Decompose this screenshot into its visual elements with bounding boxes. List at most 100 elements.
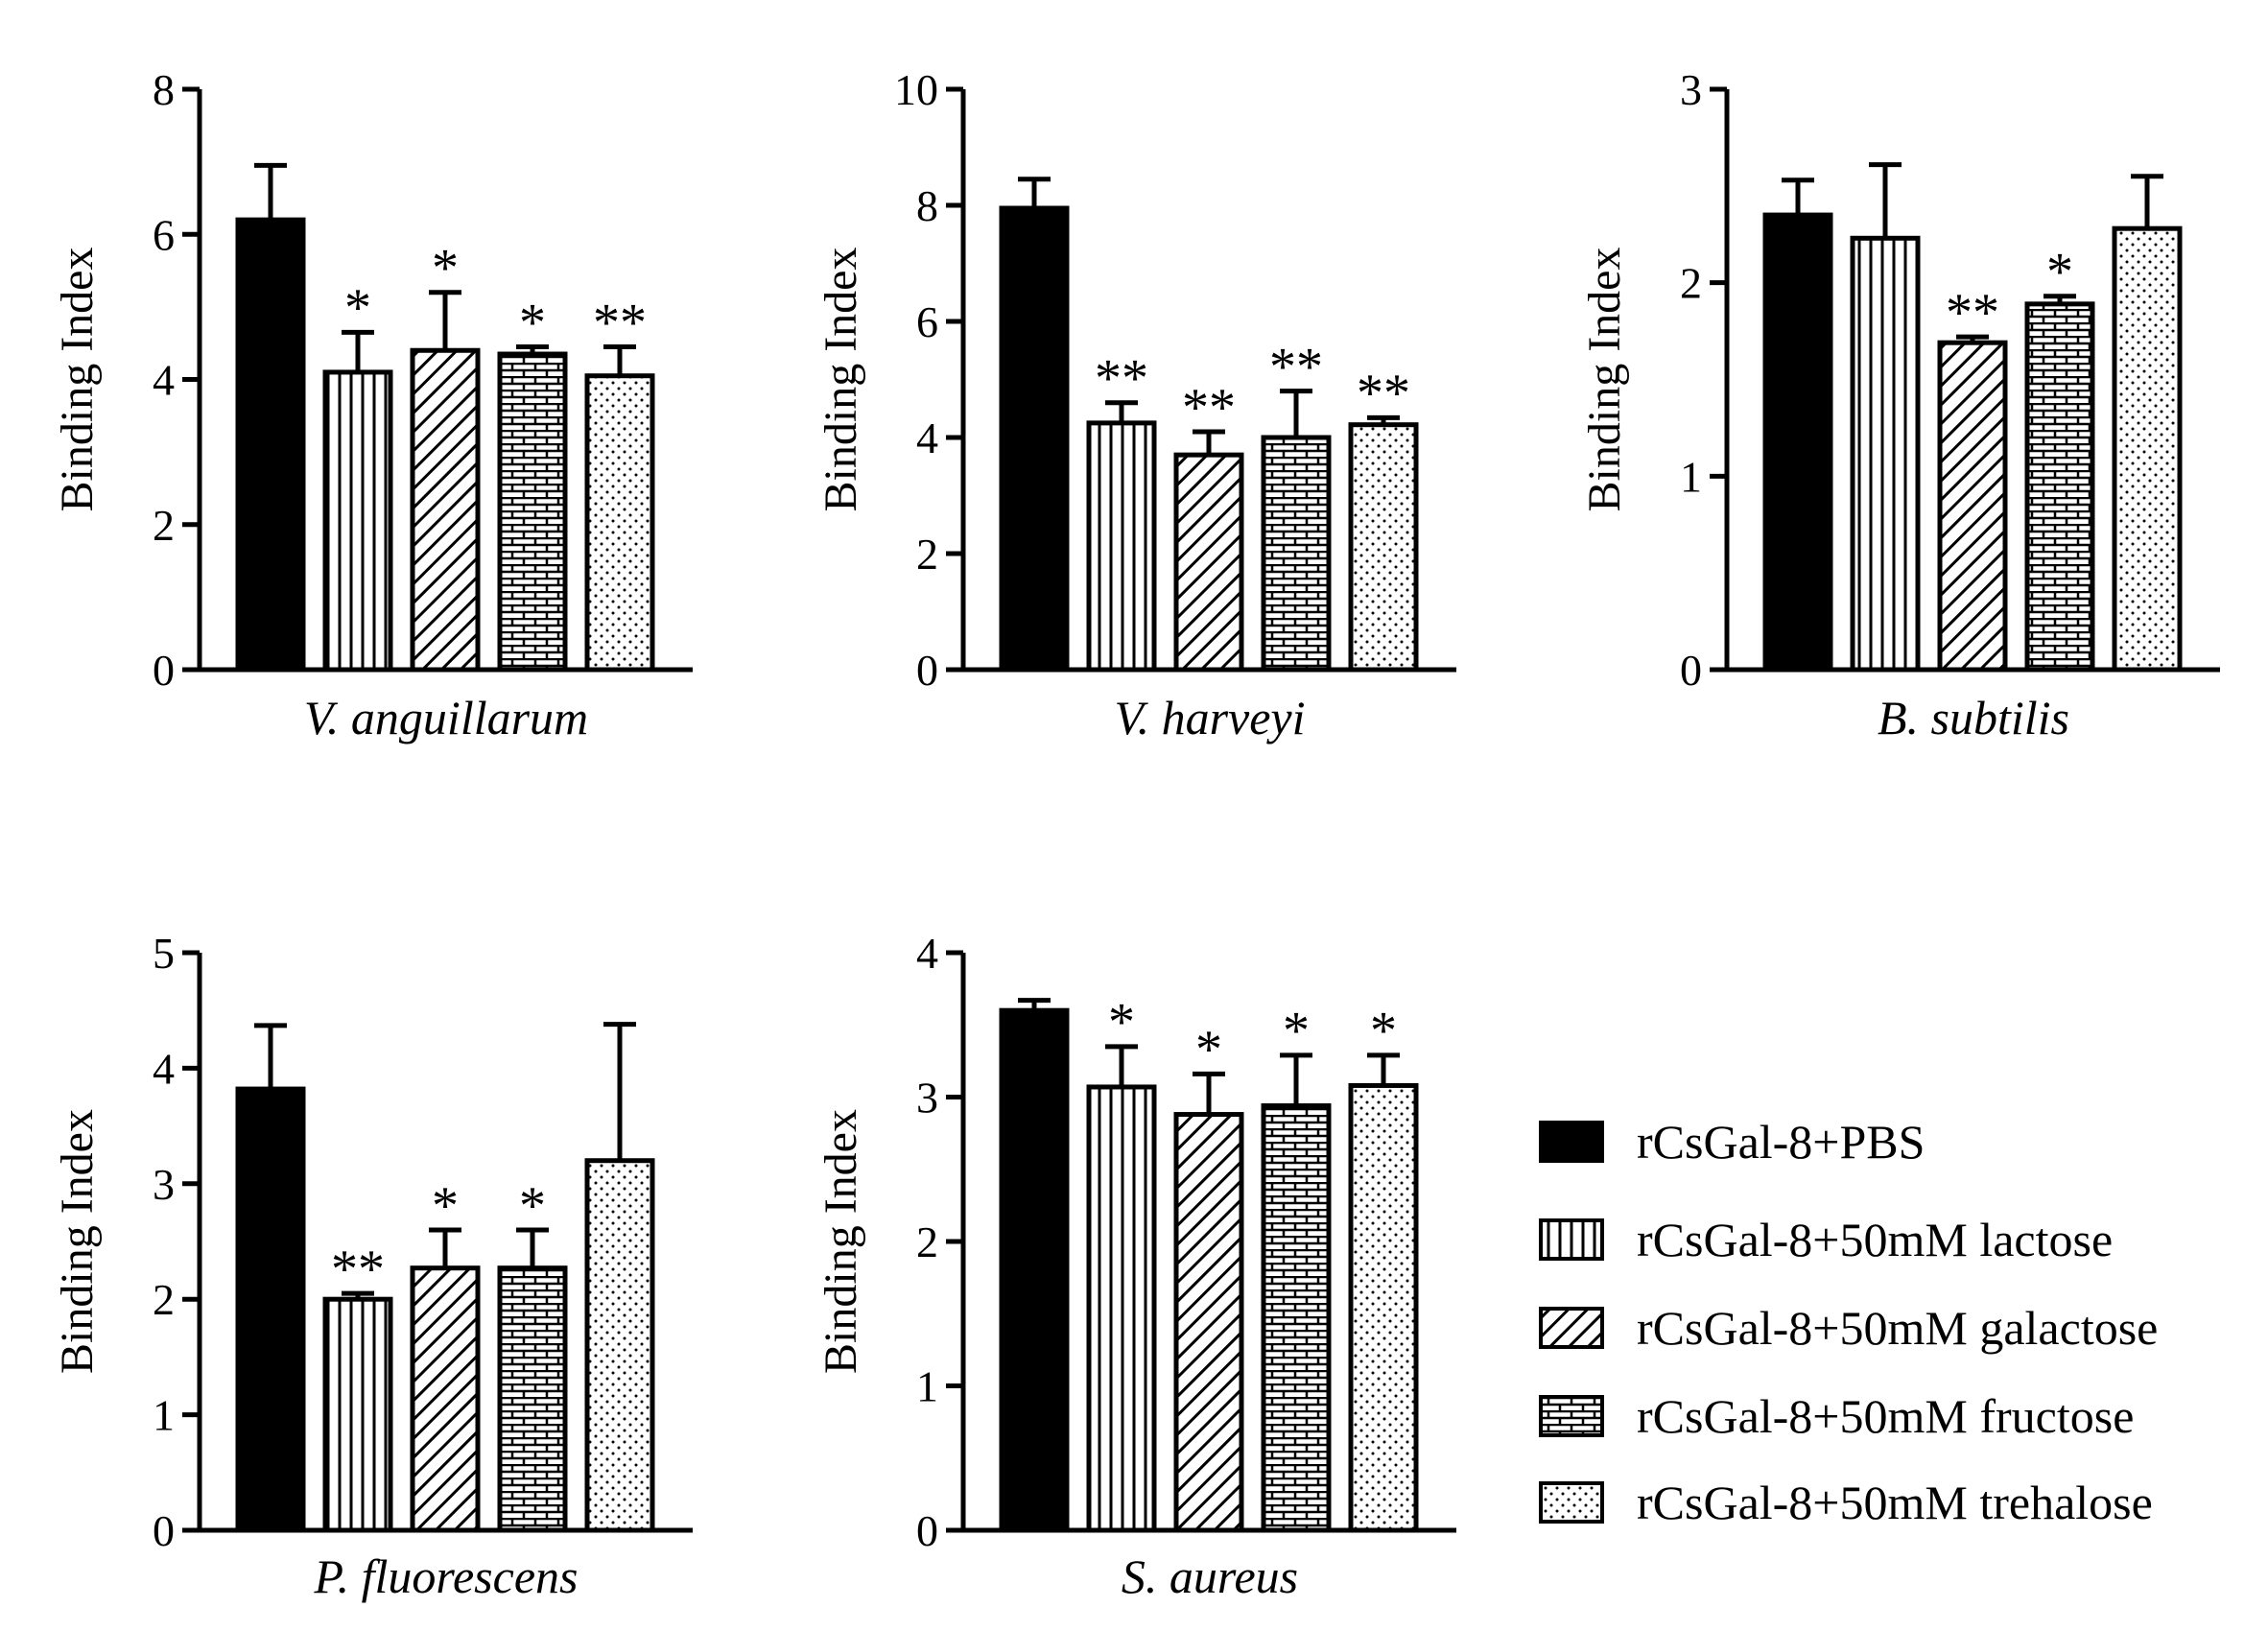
- y-tick-label: 3: [916, 1074, 938, 1123]
- bar: [1261, 1103, 1332, 1533]
- y-tick-label: 2: [916, 1217, 938, 1266]
- chart-panel: 0 2 4 6 8 10 Binding Index V. harveyi ** ** ** **: [815, 65, 1456, 745]
- bar: [410, 1265, 481, 1533]
- y-tick-label: 1: [1680, 452, 1702, 501]
- y-tick-label: 6: [916, 297, 938, 346]
- y-axis-label: Binding Index: [52, 248, 103, 512]
- bar: [2112, 225, 2183, 673]
- bar: [1261, 435, 1332, 673]
- y-tick-label: 4: [153, 356, 175, 405]
- y-tick-label: 2: [153, 501, 175, 550]
- bar-group: *: [497, 1176, 568, 1533]
- bar: [999, 205, 1070, 673]
- bar-group: *: [1261, 1002, 1332, 1533]
- significance-marker: *: [432, 239, 459, 298]
- legend-item: rCsGal-8+50mM fructose: [1539, 1389, 2134, 1443]
- y-tick-label: 4: [916, 929, 938, 978]
- bar-group: [1850, 162, 1921, 673]
- bar: [1086, 420, 1157, 673]
- legend-label: rCsGal-8+50mM fructose: [1637, 1389, 2134, 1443]
- x-axis-label: V. anguillarum: [304, 691, 588, 745]
- bar: [322, 369, 393, 673]
- y-tick-label: 5: [153, 929, 175, 978]
- y-tick-label: 0: [153, 1506, 175, 1555]
- bar-group: **: [1937, 283, 2008, 673]
- y-axis-label: Binding Index: [815, 248, 866, 512]
- bar: [584, 1158, 655, 1533]
- y-axis-label: Binding Index: [52, 1109, 103, 1374]
- bar-group: *: [1348, 1002, 1419, 1533]
- bar: [235, 217, 306, 673]
- bar: [497, 1265, 568, 1533]
- y-tick-label: 6: [153, 210, 175, 259]
- y-tick-label: 0: [1680, 646, 1702, 695]
- bar: [1937, 340, 2008, 673]
- y-tick-label: 3: [1680, 65, 1702, 114]
- bar: [1173, 1112, 1244, 1533]
- bar: [1173, 452, 1244, 673]
- bar-group: *: [410, 1176, 481, 1533]
- y-tick-label: 10: [894, 65, 938, 114]
- y-tick-label: 8: [916, 181, 938, 230]
- significance-marker: *: [1195, 1020, 1222, 1079]
- legend-item: rCsGal-8+50mM galactose: [1539, 1301, 2158, 1355]
- legend-swatch-diagonal: [1539, 1307, 1604, 1349]
- legend-item: rCsGal-8+50mM trehalose: [1539, 1476, 2153, 1529]
- y-tick-label: 4: [153, 1044, 175, 1093]
- y-tick-label: 4: [916, 414, 938, 462]
- bar-group: *: [410, 239, 481, 673]
- bar-group: **: [322, 1240, 393, 1533]
- legend-swatch-solid: [1539, 1121, 1604, 1163]
- bar-group: [1762, 177, 1833, 673]
- significance-marker: **: [1269, 337, 1323, 396]
- y-tick-label: 1: [153, 1391, 175, 1440]
- significance-marker: **: [1095, 349, 1148, 409]
- significance-marker: **: [1946, 283, 1999, 343]
- bar-group: **: [1348, 364, 1419, 673]
- y-tick-label: 0: [153, 646, 175, 695]
- bar: [410, 347, 481, 673]
- significance-marker: **: [1357, 364, 1410, 423]
- y-tick-label: 3: [153, 1160, 175, 1209]
- bar: [1348, 422, 1419, 673]
- x-axis-label: P. fluorescens: [314, 1549, 579, 1603]
- legend-label: rCsGal-8+50mM galactose: [1637, 1301, 2158, 1355]
- bar-group: [584, 1022, 655, 1533]
- significance-marker: *: [519, 1176, 546, 1236]
- bar: [235, 1086, 306, 1533]
- y-tick-label: 2: [916, 530, 938, 579]
- x-axis-label: B. subtilis: [1878, 691, 2069, 745]
- bar: [999, 1007, 1070, 1533]
- bar-group: *: [322, 278, 393, 673]
- bar-group: *: [1086, 993, 1157, 1533]
- y-axis-label: Binding Index: [815, 1109, 866, 1374]
- y-tick-label: 2: [1680, 259, 1702, 308]
- bar-group: *: [497, 293, 568, 673]
- bar: [1086, 1084, 1157, 1533]
- legend-label: rCsGal-8+50mM trehalose: [1637, 1476, 2153, 1529]
- bar-group: **: [1086, 349, 1157, 673]
- bar-group: **: [1261, 337, 1332, 673]
- x-axis-label: V. harveyi: [1114, 691, 1305, 745]
- bar-group: **: [1173, 378, 1244, 673]
- y-tick-label: 1: [916, 1362, 938, 1411]
- significance-marker: *: [2046, 243, 2073, 302]
- legend-swatch-dots: [1539, 1481, 1604, 1524]
- significance-marker: *: [432, 1176, 459, 1236]
- y-tick-label: 0: [916, 1506, 938, 1555]
- bar: [584, 373, 655, 673]
- legend-swatch-brick: [1539, 1395, 1604, 1437]
- chart-panel: 0 1 2 3 4 Binding Index S. aureus * * * *: [815, 929, 1456, 1603]
- legend-label: rCsGal-8+PBS: [1637, 1115, 1925, 1169]
- bar: [1850, 235, 1921, 673]
- y-tick-label: 0: [916, 646, 938, 695]
- significance-marker: **: [593, 293, 647, 352]
- significance-marker: *: [519, 293, 546, 352]
- significance-marker: *: [1108, 993, 1135, 1052]
- bar-group: [999, 998, 1070, 1533]
- significance-marker: *: [1370, 1002, 1397, 1061]
